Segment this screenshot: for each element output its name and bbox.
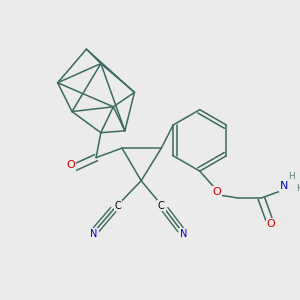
Text: C: C [158,201,165,211]
Text: O: O [213,187,221,197]
Text: O: O [67,160,75,170]
Text: O: O [266,219,275,229]
Text: N: N [180,229,187,238]
Text: N: N [280,182,289,191]
Text: H: H [296,184,300,193]
Text: C: C [115,201,122,211]
Text: N: N [90,229,98,238]
Text: H: H [289,172,296,182]
